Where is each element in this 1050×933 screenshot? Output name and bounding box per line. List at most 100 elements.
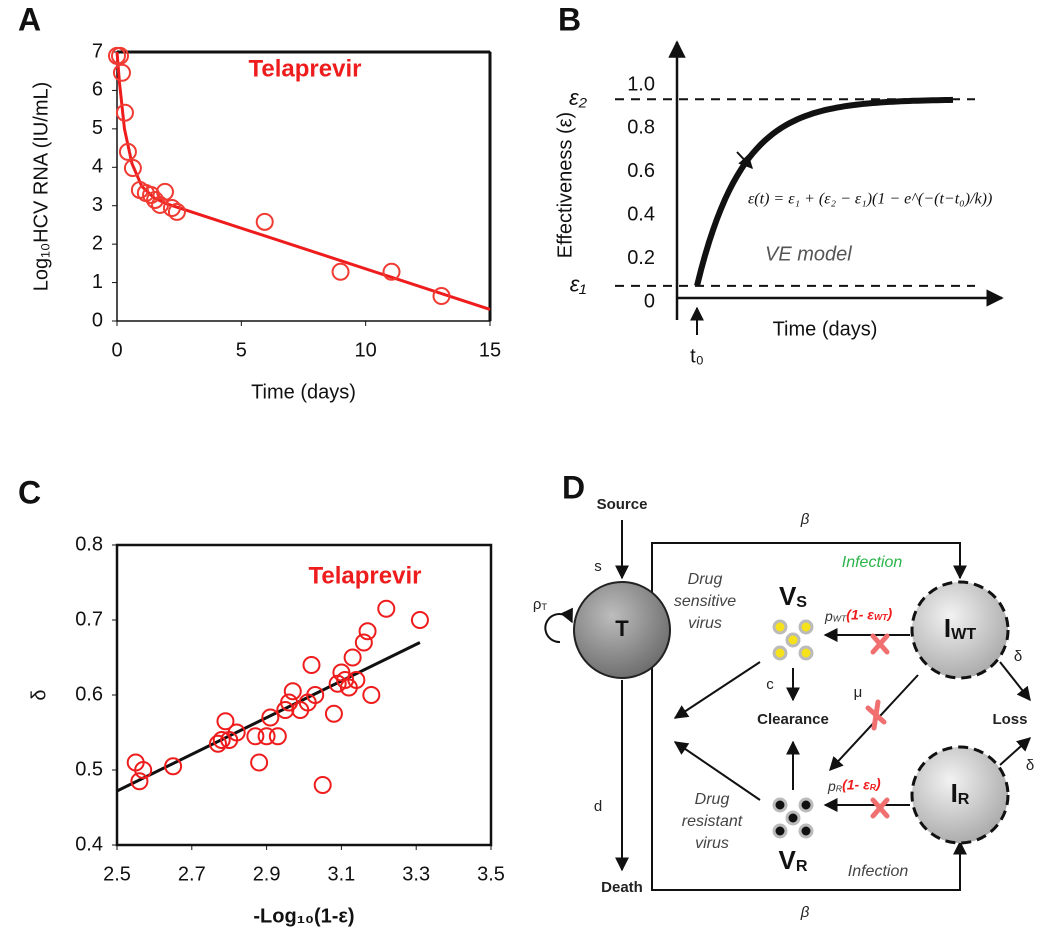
text-run: S [796,593,807,611]
data-point [142,185,161,204]
data-point [257,727,276,746]
edge-label: pR(1- εR) [827,775,881,794]
y-tick-label: 6 [92,79,103,101]
x-tick-label: 2.7 [178,863,206,885]
node-label: Source [597,496,648,513]
data-point [212,731,231,749]
data-point [358,622,377,641]
text-run: ) [885,605,892,621]
node-circle [573,581,671,679]
data-point [227,723,246,742]
block-mark [865,633,890,819]
edge-label: Infection [842,554,903,571]
panel-letter: A [18,1,41,37]
y-tick-label: 0.7 [75,608,103,630]
rate-label: s [594,558,602,575]
data-point [155,182,174,201]
node-label: T [615,616,629,641]
data-point [216,712,235,731]
panel-letter: C [18,474,41,510]
arrow [673,661,761,719]
data-point [331,262,350,281]
node-label: VS [779,581,807,611]
data-point [167,202,186,221]
x-tick-label: 0 [111,339,122,361]
data-point [382,262,401,281]
data-point [362,686,381,704]
y-tick-label: 0.4 [75,833,103,855]
arrow [544,607,573,644]
data-point [302,656,321,674]
data-point [354,633,373,652]
node-circle [910,580,1010,680]
text-run: I [944,613,951,643]
panel-letter: B [558,1,581,37]
y-axis-label: Effectiveness (ε) [554,112,576,258]
data-point [377,599,396,618]
y-tick-label: 3 [92,194,103,216]
x-tick-label: 3.1 [327,863,355,885]
node-caption: virus [695,835,729,852]
data-point [134,761,153,779]
data-point [313,776,332,794]
data-point [246,727,265,746]
arrow [999,737,1032,766]
data-point [110,46,129,65]
plot-frame [116,51,491,322]
node-label: IWT [944,613,976,643]
y-tick-label: 0.2 [627,247,655,269]
text-run: I [951,778,958,808]
data-point [255,212,274,231]
text-run: T [541,602,547,612]
panel-letter: D [562,469,585,505]
y-tick-label: 1 [92,271,103,293]
text-run: (1- ε [842,776,870,792]
y-tick-label: 7 [92,40,103,62]
y-tick-label: 0.5 [75,758,103,780]
x-tick-label: 10 [355,339,377,361]
arrow [673,741,761,801]
text-run: V [779,845,797,875]
fit-line [115,51,491,311]
rate-label: β [800,511,810,528]
y-tick-label: 0.8 [627,117,655,139]
y-axis-label: Log₁₀HCV RNA (IU/mL) [30,82,52,292]
text-run: R [958,790,970,808]
data-point [306,686,325,704]
text-run: WT [951,625,976,643]
virus-cluster [772,619,814,661]
text-run: V [779,581,797,611]
data-point [261,708,280,727]
onset-label: t₀ [690,345,704,367]
node-caption: virus [688,615,722,632]
rate-label: μ [854,684,863,701]
node-label: Death [601,879,643,896]
rate-label: d [594,798,602,815]
chart-title: Telaprevir [249,55,362,82]
data-point [432,287,451,306]
rate-label: ρT [533,596,548,613]
rate-label: δ [1014,648,1022,665]
text-run: R [796,857,808,875]
data-point [324,704,343,723]
data-point [268,727,287,746]
node-label: IR [951,778,970,808]
reference-label: ε₁ [570,272,587,297]
edge-label: Infection [848,863,909,880]
data-point [123,159,142,178]
node-label: VR [779,845,808,875]
node-label: Clearance [757,711,829,728]
effectiveness-curve [694,96,954,287]
node-caption: sensitive [674,593,736,610]
rate-label: c [766,676,774,693]
y-tick-label: 0.4 [627,203,655,225]
text-run: (1- ε [846,606,874,622]
x-tick-label: 3.3 [402,863,430,885]
node-label: Loss [992,711,1027,728]
y-tick-label: 2 [92,232,103,254]
data-point [347,671,366,689]
y-axis-label: δ [28,689,50,700]
node-circle [910,745,1010,845]
text-run: WT [833,614,847,624]
arrow [999,661,1031,702]
